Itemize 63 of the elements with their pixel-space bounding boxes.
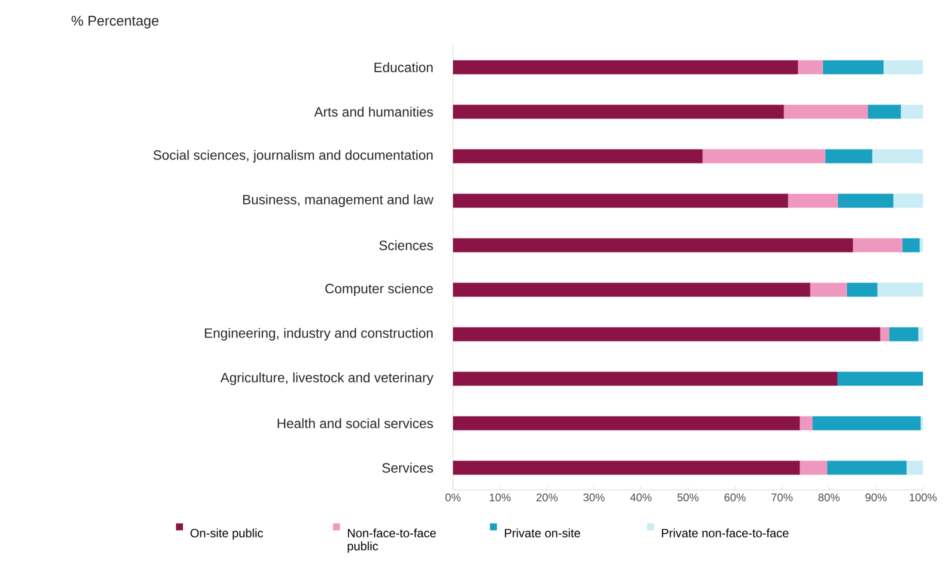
bar bbox=[822, 60, 884, 74]
legend-label: Non-face-to-face public bbox=[348, 528, 436, 553]
x-tick-label: 40% bbox=[630, 494, 652, 502]
bar bbox=[852, 238, 902, 252]
bar bbox=[900, 104, 923, 119]
x-tick-label: 50% bbox=[677, 494, 699, 502]
bar bbox=[800, 416, 813, 430]
y-tick-label: Education bbox=[374, 62, 433, 72]
x-tick-label: 80% bbox=[818, 494, 840, 502]
bar bbox=[812, 416, 921, 430]
bar bbox=[784, 104, 868, 119]
x-tick-label: 60% bbox=[724, 494, 746, 502]
legend-label: On-site public bbox=[190, 528, 263, 540]
bar bbox=[889, 327, 918, 342]
bar bbox=[810, 282, 847, 297]
x-tick-label: 0% bbox=[445, 494, 461, 502]
bar bbox=[453, 416, 800, 430]
x-tick-label: 100% bbox=[910, 494, 937, 502]
bar bbox=[838, 194, 894, 208]
bar bbox=[920, 238, 923, 252]
bar bbox=[846, 282, 878, 297]
x-tick-label: 90% bbox=[866, 494, 887, 502]
bar bbox=[453, 238, 853, 252]
legend-label: Private non-face-to-face bbox=[662, 528, 788, 538]
bar bbox=[884, 60, 923, 74]
bar bbox=[872, 149, 923, 164]
y-tick-label: Engineering, industry and construction bbox=[204, 328, 433, 341]
bar bbox=[877, 282, 923, 297]
y-tick-label: Social sciences, journalism and documentation bbox=[153, 150, 433, 163]
x-tick-label: 70% bbox=[772, 494, 793, 502]
bar bbox=[453, 460, 800, 475]
y-tick-label: Agriculture, livestock and veterinary bbox=[220, 372, 434, 386]
bar bbox=[880, 327, 890, 342]
bar bbox=[837, 372, 923, 386]
x-tick-label: 30% bbox=[583, 494, 605, 502]
bar bbox=[825, 149, 872, 164]
bar bbox=[453, 327, 880, 342]
bar bbox=[453, 194, 788, 208]
bar bbox=[893, 194, 923, 208]
bar bbox=[918, 327, 923, 342]
text: % Percentage bbox=[72, 16, 158, 28]
bar bbox=[798, 60, 823, 74]
x-tick-label: 10% bbox=[490, 494, 511, 502]
y-tick-label: Business, management and law bbox=[243, 194, 434, 208]
bar bbox=[800, 460, 828, 475]
y-tick-label: Sciences bbox=[379, 240, 433, 250]
y-tick-label: Services bbox=[382, 462, 433, 473]
bar bbox=[453, 149, 703, 164]
bar bbox=[702, 149, 826, 164]
bar bbox=[827, 460, 907, 475]
legend-label: Private on-site bbox=[504, 528, 580, 538]
bar bbox=[453, 104, 784, 119]
bar bbox=[906, 460, 923, 475]
bar bbox=[788, 194, 838, 208]
x-tick-label: 20% bbox=[536, 494, 558, 502]
y-tick-label: Arts and humanities bbox=[314, 106, 433, 117]
y-tick-label: Health and social services bbox=[278, 418, 433, 428]
bar bbox=[902, 238, 920, 252]
bar bbox=[453, 282, 810, 297]
y-tick-label: Computer science bbox=[325, 283, 433, 296]
bar bbox=[868, 104, 901, 119]
bar bbox=[453, 372, 838, 386]
bar bbox=[453, 60, 798, 74]
